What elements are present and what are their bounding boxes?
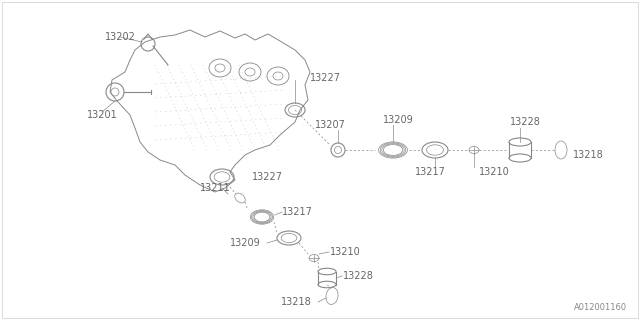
Text: 13207: 13207 <box>315 120 346 130</box>
Text: 13217: 13217 <box>282 207 313 217</box>
Text: 13227: 13227 <box>310 73 341 83</box>
Text: A012001160: A012001160 <box>573 303 627 313</box>
Text: 13201: 13201 <box>86 110 117 120</box>
Text: 13202: 13202 <box>104 32 136 42</box>
Text: 13210: 13210 <box>479 167 509 177</box>
Text: 13228: 13228 <box>509 117 540 127</box>
Text: 13211: 13211 <box>200 183 230 193</box>
Text: 13210: 13210 <box>330 247 361 257</box>
Text: 13218: 13218 <box>573 150 604 160</box>
Text: 13209: 13209 <box>383 115 413 125</box>
Text: 13227: 13227 <box>252 172 283 182</box>
Text: 13217: 13217 <box>415 167 445 177</box>
Text: 13209: 13209 <box>230 238 261 248</box>
Text: 13218: 13218 <box>281 297 312 307</box>
Text: 13228: 13228 <box>343 271 374 281</box>
